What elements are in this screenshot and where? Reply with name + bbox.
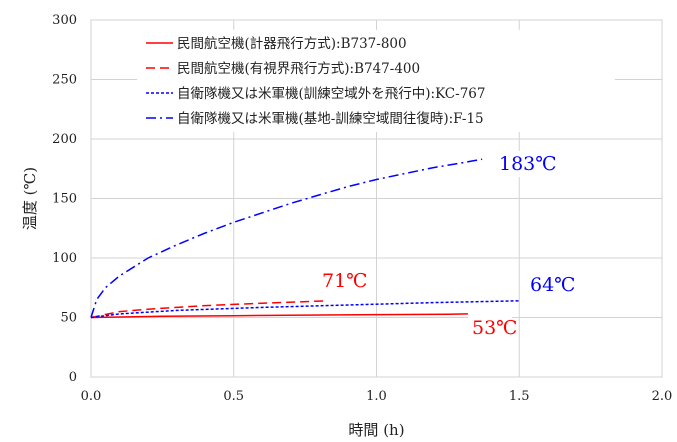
legend-label-1: 民間航空機(計器飛行方式):B737-800: [177, 36, 407, 52]
series-line-2: [90, 300, 329, 319]
end-label-background: [495, 151, 551, 177]
x-tick-label: 1.5: [509, 389, 530, 404]
y-tick-label: 150: [52, 192, 77, 207]
legend-label-4: 自衛隊機又は米軍機(基地-訓練空域間往復時):F-15: [177, 110, 484, 127]
end-label-background: [526, 272, 570, 298]
series-group: [90, 158, 520, 319]
tick-labels: 0 50 100 150 200 250 300 0.0 0.5 1.0 1.5 2.0: [52, 13, 672, 404]
end-label-4: 183℃: [499, 153, 557, 175]
x-tick-label: 2.0: [652, 389, 673, 404]
end-label-1: 53℃: [472, 317, 517, 339]
legend-label-2: 民間航空機(有視界飛行方式):B747-400: [177, 61, 420, 77]
y-tick-label: 100: [52, 251, 77, 266]
y-tick-label: 50: [60, 311, 77, 326]
series-line-4: [90, 158, 483, 318]
grid-lines: [90, 19, 663, 378]
y-tick-label: 0: [69, 370, 77, 385]
y-tick-label: 250: [52, 73, 77, 88]
legend: 民間航空機(計器飛行方式):B737-800 民間航空機(有視界飛行方式):B74…: [137, 30, 615, 132]
x-tick-label: 1.0: [366, 389, 387, 404]
end-label-2: 71℃: [322, 270, 367, 292]
series-line-3: [90, 300, 520, 319]
legend-label-3: 自衛隊機又は米軍機(訓練空域外を飛行中):KC-767: [177, 86, 485, 102]
y-tick-label: 200: [52, 132, 77, 147]
series-line-1: [90, 313, 468, 319]
x-axis-title: 時間 (h): [348, 421, 404, 439]
legend-background: [137, 30, 615, 132]
x-tick-label: 0.0: [81, 389, 102, 404]
end-label-background: [468, 315, 512, 341]
end-labels: 53℃ 71℃ 64℃ 183℃: [318, 151, 575, 341]
end-label-3: 64℃: [530, 274, 575, 296]
x-tick-label: 0.5: [223, 389, 244, 404]
y-axis-title: 温度 (℃): [21, 167, 39, 230]
end-label-background: [318, 268, 362, 294]
y-tick-label: 300: [52, 13, 77, 28]
